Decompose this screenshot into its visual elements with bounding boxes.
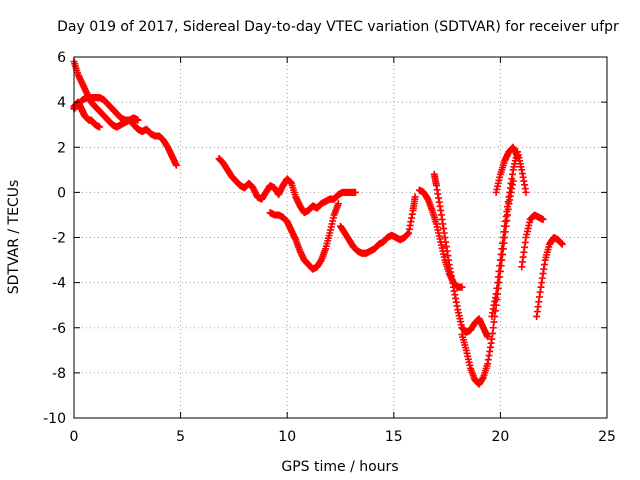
data-point [458,283,466,291]
data-point [334,200,342,208]
data-series [70,58,180,169]
x-axis: 0 5 10 15 20 25 [70,57,616,445]
y-tick-label: 0 [57,185,66,201]
y-tick-label: -4 [52,276,66,292]
data-point [522,188,530,196]
y-tick-label: -6 [52,321,66,337]
data-point [539,215,547,223]
data-series [430,170,492,341]
data-point [172,161,180,169]
data-series [266,200,342,273]
data-point [411,193,419,201]
x-tick-label: 20 [491,429,509,445]
series-layer [70,58,566,388]
y-tick-label: 6 [57,50,66,66]
data-series [492,143,521,196]
x-tick-label: 5 [176,429,185,445]
y-tick-label: -8 [52,366,66,382]
x-axis-title: GPS time / hours [281,459,398,475]
grid [74,57,607,418]
x-tick-label: 10 [278,429,296,445]
x-tick-label: 25 [598,429,616,445]
y-tick-label: 2 [57,140,66,156]
data-series [337,193,419,257]
y-tick-label: -2 [52,231,66,247]
data-point [96,123,104,131]
data-series [215,155,359,217]
y-tick-label: -10 [43,411,66,427]
data-point [513,152,521,160]
y-axis-title: SDTVAR / TECUs [6,180,22,295]
chart-title: Day 019 of 2017, Sidereal Day-to-day VTE… [57,19,619,35]
x-tick-label: 15 [385,429,403,445]
data-point [558,240,566,248]
data-point [134,116,142,124]
data-series [518,211,547,271]
y-tick-label: 4 [57,95,66,111]
data-series [70,98,104,131]
data-point [484,333,492,341]
data-series [533,234,566,320]
data-point [351,188,359,196]
x-tick-label: 0 [70,429,79,445]
y-axis: -10 -8 -6 -4 -2 0 2 4 6 [43,50,607,427]
